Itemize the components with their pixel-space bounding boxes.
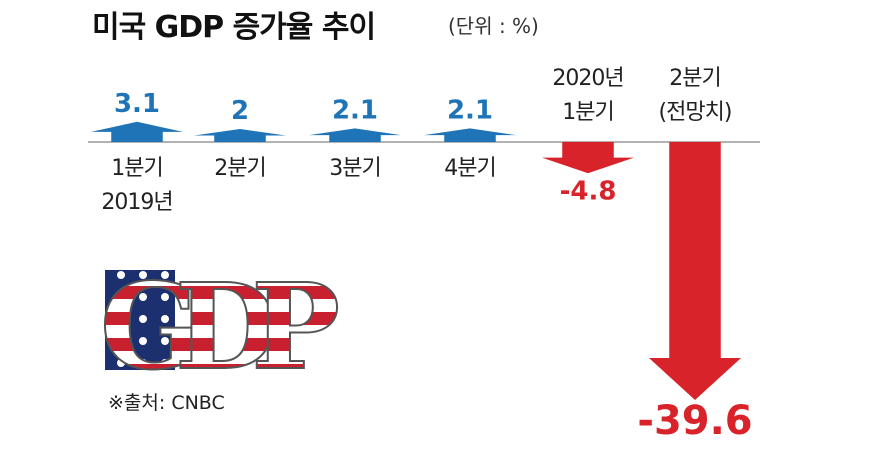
arrow-bar xyxy=(91,121,183,142)
arrow-bar xyxy=(424,128,516,142)
category-label: 1분기 2019년 xyxy=(101,156,173,215)
value-label: 2.1 xyxy=(332,95,378,125)
logo-stars xyxy=(105,270,175,370)
arrow-bar xyxy=(649,142,741,400)
value-label: -39.6 xyxy=(637,398,752,444)
value-label: -4.8 xyxy=(560,176,617,206)
value-label: 2.1 xyxy=(447,95,493,125)
category-label: 2분기 (전망치) xyxy=(658,66,733,125)
arrow-bar xyxy=(194,128,286,142)
arrow-bar xyxy=(542,142,634,174)
chart-subtitle: (단위 : %) xyxy=(448,14,539,38)
chart-title: 미국 GDP 증가율 추이 xyxy=(92,10,376,45)
category-label: 3분기 xyxy=(329,156,381,181)
value-label: 3.1 xyxy=(114,89,160,119)
category-label: 2분기 xyxy=(214,156,266,181)
source: ※출처: CNBC xyxy=(108,392,225,414)
logo-text: GDP xyxy=(100,257,340,396)
value-label: 2 xyxy=(231,96,249,126)
category-label: 2020년 1분기 xyxy=(552,66,624,125)
arrow-bar xyxy=(309,128,401,142)
category-label: 4분기 xyxy=(444,156,496,181)
gdp-logo: GDP xyxy=(99,256,341,397)
